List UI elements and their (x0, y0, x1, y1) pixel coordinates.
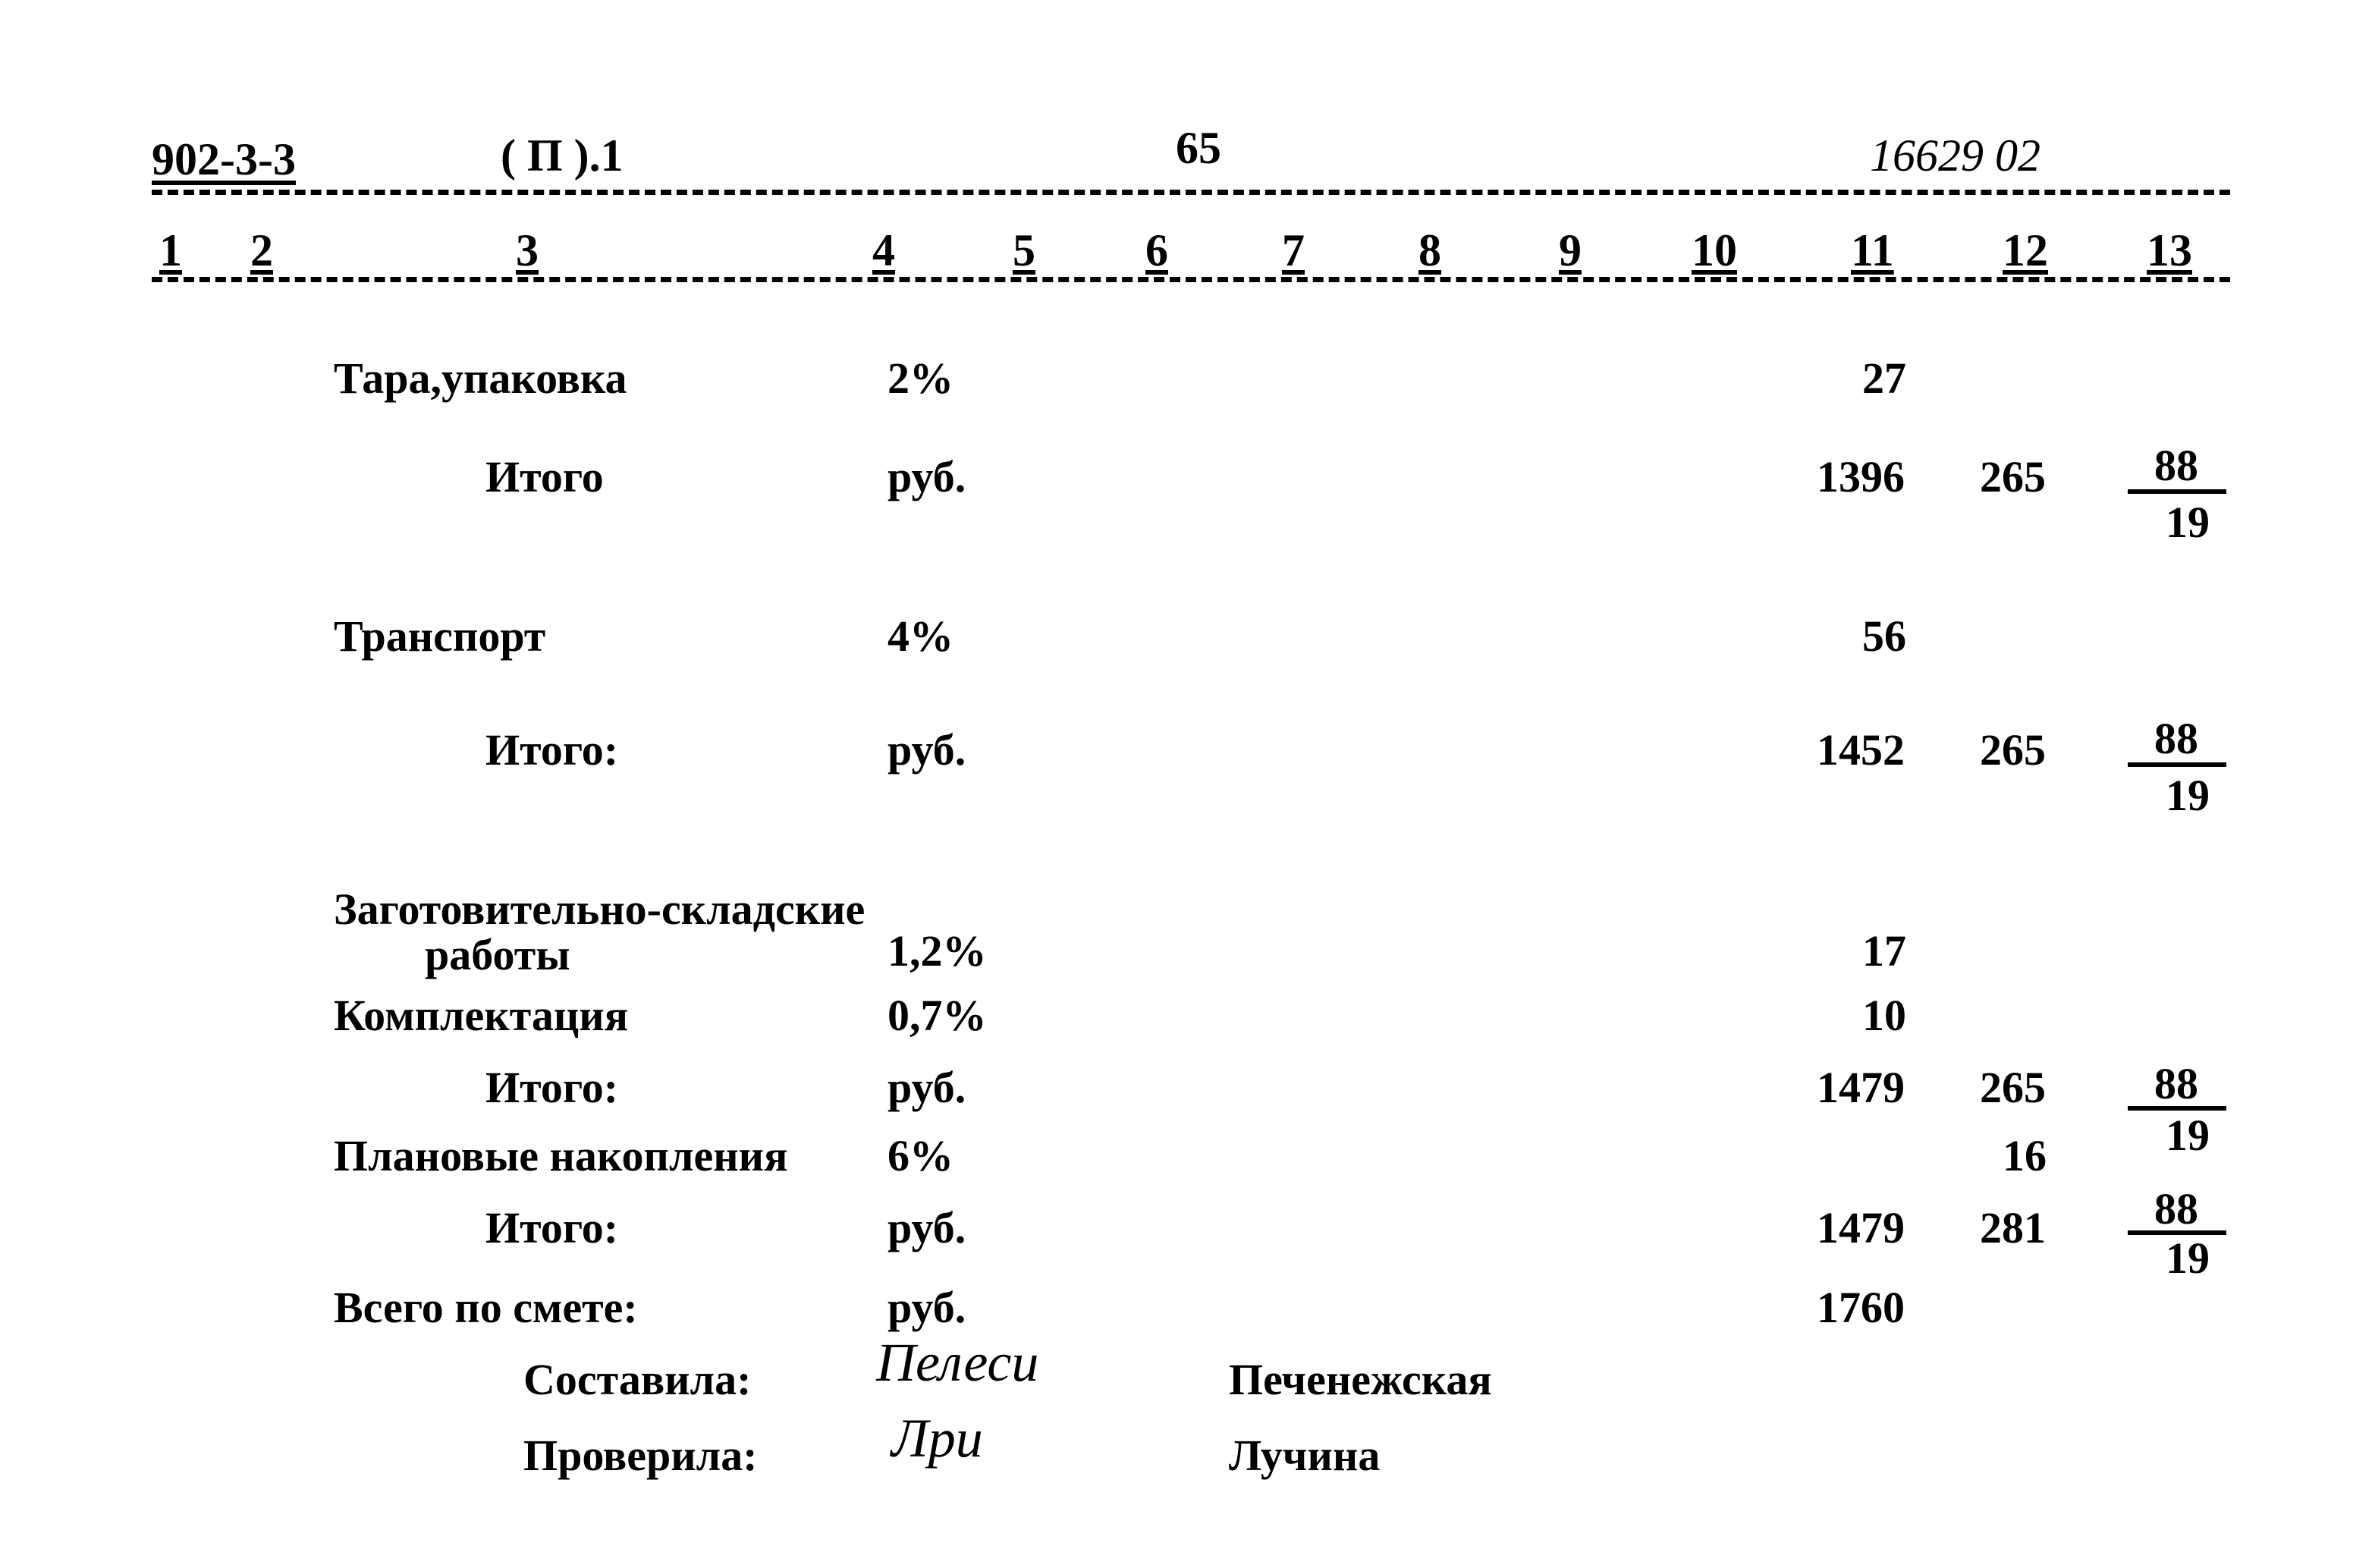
col-num-2: 2 (250, 228, 273, 273)
row-desc: Всего по смете: (334, 1286, 638, 1330)
row-c13-num: 88 (2154, 1187, 2198, 1231)
row-c12: 265 (1980, 1066, 2046, 1110)
col-num-4: 4 (872, 228, 895, 273)
row-c13-num: 88 (2154, 717, 2198, 761)
col-num-6: 6 (1145, 228, 1168, 273)
col-num-13: 13 (2147, 228, 2192, 273)
row-c11: 17 (1862, 929, 1906, 973)
col-num-1: 1 (159, 228, 182, 273)
row-c13-num: 88 (2154, 444, 2198, 488)
row-c13-den: 19 (2166, 774, 2210, 818)
col-num-10: 10 (1692, 228, 1737, 273)
compiled-signature-scribble: Пелеси (876, 1335, 1038, 1390)
col-num-5: 5 (1013, 228, 1035, 273)
row-c12: 16 (2003, 1134, 2047, 1178)
row-desc: Итого (485, 455, 604, 499)
col-num-11: 11 (1851, 228, 1894, 273)
row-desc: Итого: (485, 728, 618, 772)
row-unit: 1,2% (887, 929, 987, 973)
row-desc-line1: Заготовительно-складские (334, 888, 865, 932)
row-desc: Итого: (485, 1206, 618, 1250)
col-num-12: 12 (2003, 228, 2048, 273)
row-unit: руб. (887, 1066, 966, 1110)
row-c12: 281 (1980, 1206, 2046, 1250)
compiled-label: Составила: (523, 1358, 751, 1402)
row-c13-rule (2128, 489, 2226, 494)
row-c11: 1396 (1817, 455, 1905, 499)
row-c13-rule (2128, 762, 2226, 767)
row-c11: 1760 (1817, 1286, 1905, 1330)
row-c12: 265 (1980, 455, 2046, 499)
row-c12: 265 (1980, 728, 2046, 772)
row-unit: 6% (887, 1134, 953, 1178)
row-c11: 10 (1862, 994, 1906, 1038)
checked-signature-scribble: Лри (891, 1411, 983, 1466)
row-c13-den: 19 (2166, 1114, 2210, 1158)
col-num-9: 9 (1559, 228, 1582, 273)
row-c11: 56 (1862, 614, 1906, 658)
row-c11: 1479 (1817, 1206, 1905, 1250)
col-num-8: 8 (1418, 228, 1441, 273)
row-unit: 0,7% (887, 994, 987, 1038)
doc-code-left: 902-3-3 (152, 137, 296, 182)
col-num-7: 7 (1282, 228, 1305, 273)
row-c13-den: 19 (2166, 501, 2210, 545)
row-unit: 2% (887, 357, 953, 401)
row-desc: Тара,упаковка (334, 357, 627, 401)
row-desc: Транспорт (334, 614, 545, 658)
row-desc: Плановые накопления (334, 1134, 787, 1178)
row-desc: Итого: (485, 1066, 618, 1110)
scanned-page: 902-3-3 ( П ).1 65 16629 02 1 2 3 4 5 6 … (0, 0, 2375, 1568)
row-unit: 4% (887, 614, 953, 658)
row-unit: руб. (887, 728, 966, 772)
doc-code-right: 16629 02 (1870, 133, 2040, 178)
checked-name: Лучина (1229, 1434, 1380, 1478)
row-c13-num: 88 (2154, 1062, 2198, 1106)
row-c13-den: 19 (2166, 1236, 2210, 1280)
row-unit: руб. (887, 1286, 966, 1330)
row-desc: Комплектация (334, 994, 628, 1038)
row-c11: 1479 (1817, 1066, 1905, 1110)
checked-label: Проверила: (523, 1434, 758, 1478)
header-dash-rule-1 (152, 190, 2230, 195)
row-c11: 27 (1862, 357, 1906, 401)
compiled-name: Печенежская (1229, 1358, 1492, 1402)
row-desc-line2: работы (425, 933, 570, 977)
page-number: 65 (1176, 125, 1221, 171)
album-mark: ( П ).1 (501, 133, 624, 178)
header-dash-rule-2 (152, 277, 2230, 282)
row-unit: руб. (887, 1206, 966, 1250)
row-c11: 1452 (1817, 728, 1905, 772)
row-unit: руб. (887, 455, 966, 499)
col-num-3: 3 (516, 228, 539, 273)
